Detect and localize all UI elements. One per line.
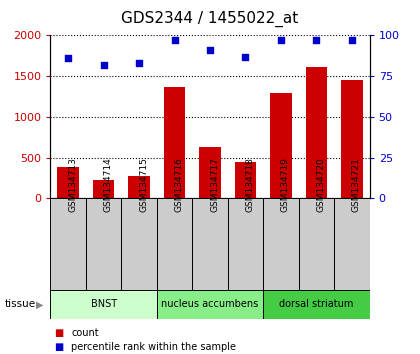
Text: GSM134718: GSM134718	[245, 157, 255, 212]
Text: GSM134720: GSM134720	[316, 157, 326, 212]
Bar	[157, 198, 192, 290]
Bar	[121, 198, 157, 290]
Text: GSM134713: GSM134713	[68, 157, 77, 212]
Bar	[58, 167, 79, 198]
Text: GSM134719: GSM134719	[281, 157, 290, 212]
Point	[278, 38, 284, 43]
Point	[313, 38, 320, 43]
Text: BNST: BNST	[91, 299, 117, 309]
Text: count: count	[71, 328, 99, 338]
Bar	[93, 180, 114, 198]
Point	[207, 47, 213, 53]
Text: GSM134715: GSM134715	[139, 157, 148, 212]
Bar	[270, 93, 291, 198]
Text: GSM134717: GSM134717	[210, 157, 219, 212]
Point	[65, 55, 71, 61]
Bar	[263, 198, 299, 290]
Text: GDS2344 / 1455022_at: GDS2344 / 1455022_at	[121, 11, 299, 27]
Text: ■: ■	[55, 328, 64, 338]
Text: ▶: ▶	[36, 299, 43, 309]
Bar	[341, 80, 362, 198]
Bar	[192, 198, 228, 290]
Text: tissue: tissue	[4, 299, 35, 309]
Bar	[86, 198, 121, 290]
Text: GSM134716: GSM134716	[175, 157, 184, 212]
Bar	[306, 67, 327, 198]
Bar	[50, 198, 86, 290]
Text: percentile rank within the sample: percentile rank within the sample	[71, 342, 236, 352]
Bar	[228, 198, 263, 290]
Text: dorsal striatum: dorsal striatum	[279, 299, 354, 309]
Text: GSM134714: GSM134714	[104, 157, 113, 212]
Bar	[235, 162, 256, 198]
Bar	[129, 176, 150, 198]
Bar	[200, 147, 221, 198]
Text: nucleus accumbens: nucleus accumbens	[161, 299, 259, 309]
Bar	[263, 290, 370, 319]
Bar	[50, 290, 157, 319]
Bar	[157, 290, 263, 319]
Text: GSM134721: GSM134721	[352, 157, 361, 212]
Point	[242, 54, 249, 59]
Text: ■: ■	[55, 342, 64, 352]
Point	[171, 38, 178, 43]
Bar	[299, 198, 334, 290]
Point	[349, 38, 355, 43]
Bar	[164, 87, 185, 198]
Point	[100, 62, 107, 68]
Point	[136, 60, 142, 66]
Bar	[334, 198, 370, 290]
